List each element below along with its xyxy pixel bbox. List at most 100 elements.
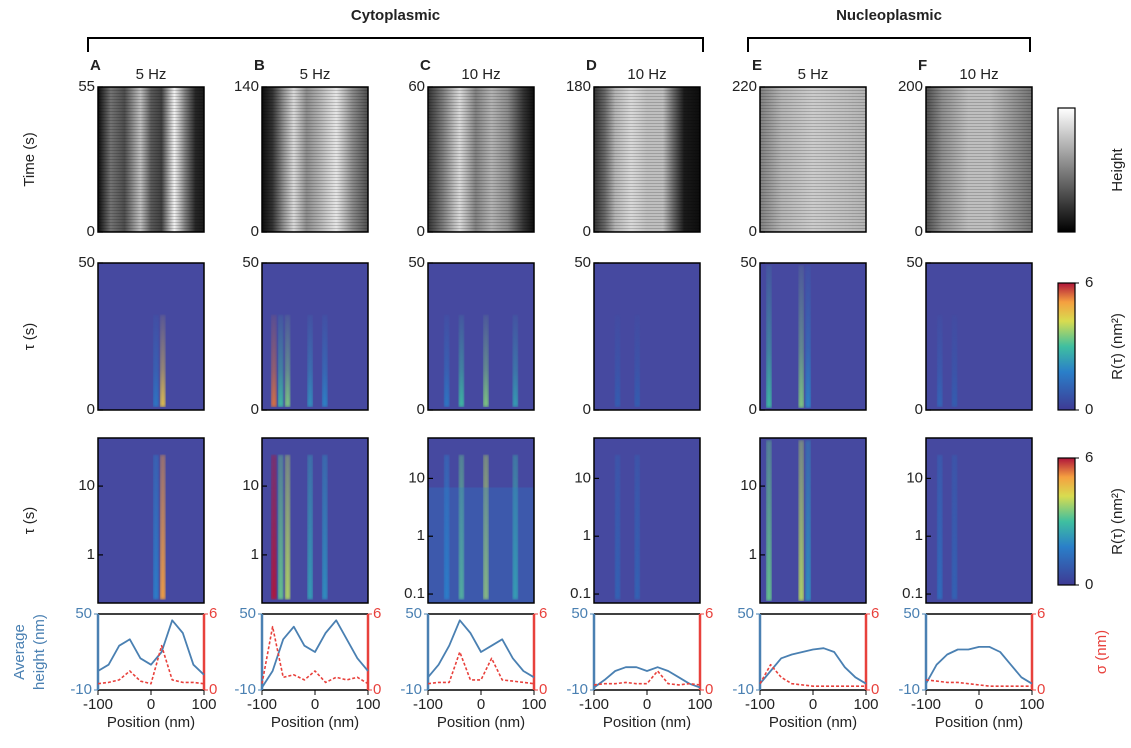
correlation-streak bbox=[614, 454, 621, 600]
y-tick-label: 140 bbox=[234, 78, 259, 95]
kymograph-noise bbox=[594, 87, 700, 232]
y-tick-label: 50 bbox=[239, 605, 256, 622]
y-tick-label: 180 bbox=[566, 78, 591, 95]
y2-tick-label: 0 bbox=[539, 681, 547, 698]
x-tick-label: 0 bbox=[147, 696, 155, 713]
y-tick-label: 0 bbox=[417, 401, 425, 418]
y-tick-label: 220 bbox=[732, 78, 757, 95]
y-tick-label: 50 bbox=[571, 605, 588, 622]
y2-tick-label: 0 bbox=[209, 681, 217, 698]
correlation-streak bbox=[458, 314, 465, 408]
height-line bbox=[261, 619, 369, 688]
group-label: Nucleoplasmic bbox=[836, 7, 942, 24]
x-tick-label: 100 bbox=[355, 696, 380, 713]
correlation-streak bbox=[512, 454, 519, 600]
x-tick-label: 100 bbox=[1019, 696, 1044, 713]
y-tick-label: -10 bbox=[732, 681, 754, 698]
colorbar-label: R(τ) (nm²) bbox=[1109, 488, 1126, 555]
sigma-line bbox=[759, 663, 866, 687]
kymograph-noise bbox=[98, 87, 204, 232]
correlation-streak bbox=[482, 314, 489, 408]
panel-rate: 10 Hz bbox=[627, 66, 666, 83]
y2-tick-label: 6 bbox=[871, 605, 879, 622]
panel-frame bbox=[925, 262, 1033, 411]
y-tick-label: 10 bbox=[574, 469, 591, 486]
y-tick-label: 1 bbox=[417, 527, 425, 544]
x-axis-label: Position (nm) bbox=[935, 714, 1023, 731]
y-tick-label: 1 bbox=[583, 527, 591, 544]
y2-axis-label: σ (nm) bbox=[1093, 630, 1110, 674]
sigma-line bbox=[261, 625, 369, 685]
panel-rate: 10 Hz bbox=[461, 66, 500, 83]
y-axis-label-line: Average bbox=[11, 624, 28, 680]
panel-frame bbox=[759, 437, 867, 604]
y-tick-label: -10 bbox=[566, 681, 588, 698]
correlation-streak bbox=[277, 314, 284, 408]
correlation-streak bbox=[634, 314, 641, 408]
y-tick-label: 50 bbox=[405, 605, 422, 622]
panel-rate: 5 Hz bbox=[136, 66, 167, 83]
sigma-line bbox=[97, 644, 205, 685]
panel-letter: B bbox=[254, 57, 265, 74]
x-tick-label: 0 bbox=[477, 696, 485, 713]
y-tick-label: 1 bbox=[251, 546, 259, 563]
x-axis-label: Position (nm) bbox=[603, 714, 691, 731]
panel-frame bbox=[593, 262, 701, 411]
group-label: Cytoplasmic bbox=[351, 7, 440, 24]
y-tick-label: 0 bbox=[583, 401, 591, 418]
x-tick-label: -100 bbox=[83, 696, 113, 713]
panel-frame bbox=[427, 437, 535, 604]
y-tick-label: 50 bbox=[78, 254, 95, 271]
y-tick-label: 10 bbox=[740, 477, 757, 494]
colorbar-label: R(τ) (nm²) bbox=[1109, 313, 1126, 380]
y-axis-label-line: height (nm) bbox=[31, 614, 48, 690]
sigma-line bbox=[427, 651, 535, 685]
y-tick-label: -10 bbox=[70, 681, 92, 698]
x-tick-label: 100 bbox=[687, 696, 712, 713]
correlation-streak bbox=[512, 314, 519, 408]
height-line bbox=[759, 647, 867, 685]
correlation-streak bbox=[798, 265, 805, 408]
correlation-streak bbox=[307, 314, 314, 408]
y-tick-label: -10 bbox=[234, 681, 256, 698]
correlation-image bbox=[98, 438, 204, 603]
sigma-line bbox=[925, 679, 1032, 687]
y-axis-label: τ (s) bbox=[21, 323, 38, 351]
panel-frame bbox=[97, 262, 205, 411]
x-tick-label: 100 bbox=[853, 696, 878, 713]
correlation-streak bbox=[159, 454, 166, 600]
panel-letter: D bbox=[586, 57, 597, 74]
x-tick-label: -100 bbox=[911, 696, 941, 713]
correlation-streak bbox=[277, 454, 284, 600]
y-tick-label: 0 bbox=[251, 223, 259, 240]
correlation-image bbox=[594, 263, 700, 410]
correlation-streak bbox=[765, 440, 772, 601]
y-tick-label: 55 bbox=[78, 78, 95, 95]
panel-frame bbox=[261, 86, 369, 233]
panel-letter: C bbox=[420, 57, 431, 74]
correlation-streak bbox=[321, 454, 328, 600]
y-tick-label: 200 bbox=[898, 78, 923, 95]
panel-rate: 5 Hz bbox=[300, 66, 331, 83]
y-tick-label: 10 bbox=[906, 469, 923, 486]
y-tick-label: 1 bbox=[87, 546, 95, 563]
height-line bbox=[97, 619, 205, 676]
y-tick-label: 0 bbox=[915, 223, 923, 240]
correlation-streak bbox=[765, 265, 772, 408]
y-tick-label: 60 bbox=[408, 78, 425, 95]
y-tick-label: 50 bbox=[75, 605, 92, 622]
y2-tick-label: 6 bbox=[539, 605, 547, 622]
x-tick-label: 0 bbox=[809, 696, 817, 713]
panel-frame bbox=[97, 86, 205, 233]
y-tick-label: 50 bbox=[242, 254, 259, 271]
panel-letter: A bbox=[90, 57, 101, 74]
panel-rate: 5 Hz bbox=[798, 66, 829, 83]
y-tick-label: 0 bbox=[749, 223, 757, 240]
x-tick-label: 0 bbox=[311, 696, 319, 713]
correlation-streak bbox=[152, 454, 159, 600]
y-tick-label: 0 bbox=[915, 401, 923, 418]
x-tick-label: -100 bbox=[413, 696, 443, 713]
kymograph-noise bbox=[760, 87, 866, 232]
